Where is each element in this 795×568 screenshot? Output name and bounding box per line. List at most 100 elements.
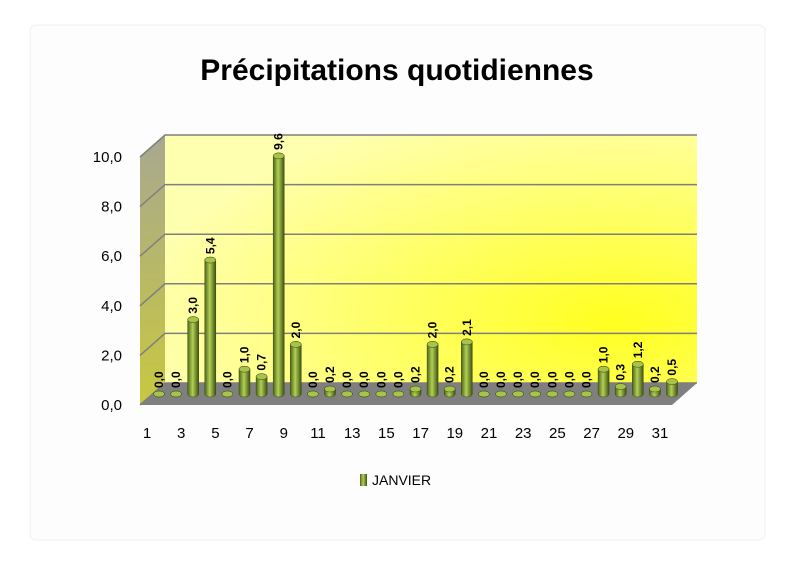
bar-top — [461, 338, 473, 346]
bar-top — [529, 390, 541, 398]
bar-top — [290, 341, 302, 348]
data-label: 0,0 — [152, 371, 166, 388]
bar-top — [563, 390, 576, 398]
bar — [272, 152, 285, 398]
x-tick-label: 23 — [515, 425, 532, 442]
x-tick-label: 3 — [177, 425, 185, 442]
side-wall — [140, 135, 165, 405]
bar-top — [614, 383, 627, 390]
data-label: 0,0 — [562, 371, 576, 388]
bar-top — [632, 360, 644, 368]
data-label: 9,6 — [272, 133, 286, 150]
data-label: 2,0 — [289, 321, 303, 338]
bar-top — [204, 256, 217, 264]
bar — [187, 316, 199, 398]
x-tick-label: 5 — [211, 425, 219, 442]
bar-top — [358, 390, 370, 398]
data-label: 0,0 — [511, 371, 525, 388]
grid-line — [139, 382, 697, 406]
bar-top — [649, 385, 661, 393]
x-tick-label: 17 — [412, 425, 429, 442]
data-label: 2,0 — [426, 321, 440, 338]
bar-top — [187, 316, 199, 323]
legend-label: JANVIER — [372, 472, 431, 488]
data-label: 0,7 — [255, 354, 269, 371]
data-label: 0,0 — [306, 371, 320, 388]
data-label: 1,0 — [238, 346, 252, 363]
data-label: 0,0 — [391, 371, 405, 388]
data-label: 0,2 — [409, 366, 423, 383]
y-tick-label: 4,0 — [101, 298, 122, 315]
data-label: 0,0 — [494, 371, 508, 388]
data-label: 0,0 — [340, 371, 354, 388]
y-tick-label: 2,0 — [101, 347, 122, 364]
x-tick-label: 25 — [549, 425, 566, 442]
data-label: 0,0 — [477, 371, 491, 388]
data-label: 0,0 — [528, 371, 542, 388]
chart-title: Précipitations quotidiennes — [200, 54, 593, 87]
bar-top — [512, 390, 524, 398]
bar-top — [341, 390, 353, 398]
bar-top — [221, 390, 234, 398]
y-tick-label: 8,0 — [101, 199, 122, 216]
x-tick-label: 7 — [245, 425, 253, 442]
data-label: 1,0 — [597, 346, 611, 363]
data-label: 3,0 — [186, 297, 200, 314]
bar-top — [443, 385, 456, 393]
data-label: 0,5 — [665, 359, 679, 376]
bar-top — [546, 390, 559, 398]
bar-top — [153, 390, 165, 398]
data-label: 0,0 — [374, 371, 388, 388]
data-label: 0,2 — [323, 366, 337, 383]
bar-top — [392, 390, 405, 398]
data-label: 2,1 — [460, 319, 474, 336]
data-label: 0,2 — [443, 366, 457, 383]
x-tick-label: 21 — [481, 425, 498, 442]
x-tick-label: 19 — [446, 425, 463, 442]
data-label: 1,2 — [631, 341, 645, 358]
x-tick-label: 15 — [378, 425, 395, 442]
bar-top — [375, 390, 388, 398]
grid-line — [139, 283, 697, 307]
bar-top — [666, 378, 678, 385]
bar — [290, 341, 302, 398]
data-label: 0,0 — [220, 371, 234, 388]
bar-top — [170, 390, 182, 398]
bar — [426, 341, 439, 398]
data-label: 0,0 — [169, 371, 183, 388]
legend-swatch — [360, 474, 367, 486]
bar-top — [272, 152, 285, 160]
bar-top — [238, 365, 251, 373]
data-label: 0,0 — [580, 371, 594, 388]
x-tick-label: 27 — [583, 425, 600, 442]
grid-line — [139, 332, 697, 356]
bar-top — [597, 365, 610, 373]
back-wall — [165, 135, 697, 383]
bar-top — [307, 390, 319, 398]
bar-top — [255, 373, 268, 380]
y-tick-label: 0,0 — [101, 397, 122, 414]
bar-top — [495, 390, 507, 398]
grid-line — [139, 183, 697, 208]
y-tick-label: 6,0 — [101, 248, 122, 265]
x-tick-label: 9 — [280, 425, 288, 442]
x-tick-label: 1 — [143, 425, 151, 442]
bar — [204, 256, 217, 398]
data-label: 0,0 — [545, 371, 559, 388]
x-tick-label: 11 — [310, 425, 326, 442]
bar-top — [478, 390, 490, 398]
grid-line — [139, 134, 697, 158]
bar-top — [426, 341, 439, 348]
bar-top — [409, 385, 422, 393]
data-label: 0,2 — [648, 366, 662, 383]
data-label: 0,3 — [614, 364, 628, 381]
bar — [461, 338, 473, 398]
bar-top — [580, 390, 593, 398]
data-label: 0,0 — [357, 371, 371, 388]
x-tick-label: 29 — [617, 425, 634, 442]
x-tick-label: 13 — [344, 425, 361, 442]
data-label: 5,4 — [203, 237, 217, 254]
x-tick-label: 31 — [652, 425, 669, 442]
bar-top — [324, 385, 336, 393]
